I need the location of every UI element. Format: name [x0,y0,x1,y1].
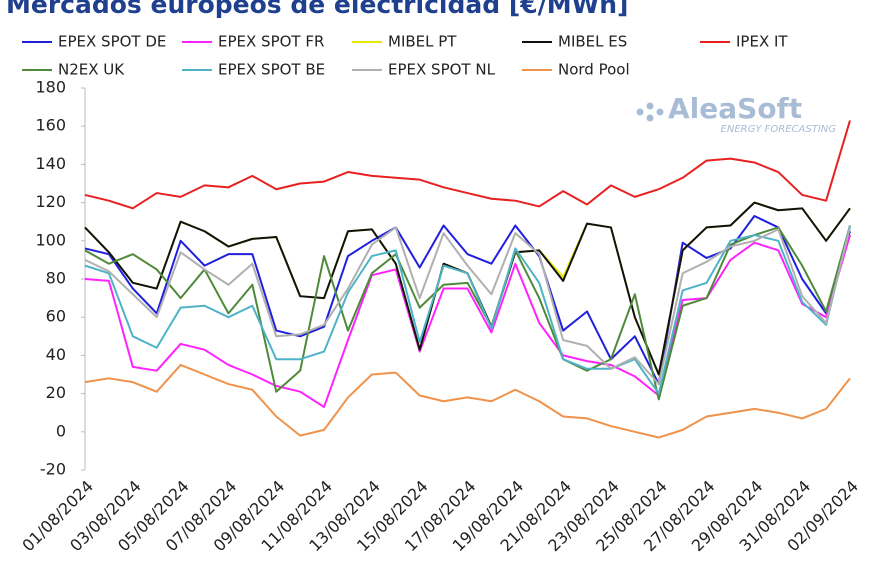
series-line [84,225,851,395]
y-tick-label: 60 [46,307,66,326]
chart-title: Mercados europeos de electricidad [€/MWh… [6,0,628,19]
legend-label: MIBEL PT [388,33,457,51]
y-tick-label: 40 [46,345,66,364]
legend-label: EPEX SPOT FR [218,33,324,51]
legend-label: IPEX IT [736,33,788,51]
y-tick-label: 180 [35,78,66,97]
y-tick-label: 160 [35,116,66,135]
series-line [84,225,851,401]
watermark-logo [636,102,664,122]
y-tick-label: 80 [46,269,66,288]
series-line [84,363,851,439]
legend-label: N2EX UK [58,61,125,79]
y-tick-label: 20 [46,383,66,402]
watermark: AleaSoft [668,92,802,125]
series-line [84,234,851,408]
watermark-subtitle: ENERGY FORECASTING [721,124,837,135]
legend-label: EPEX SPOT NL [388,61,496,79]
series-line [84,120,851,210]
series-line [84,226,851,386]
y-tick-label: 0 [56,421,66,440]
legend-label: EPEX SPOT DE [58,33,166,51]
legend-label: MIBEL ES [558,33,627,51]
y-tick-label: -20 [40,460,66,479]
series-line [84,214,851,386]
y-tick-label: 120 [35,192,66,211]
legend-label: Nord Pool [558,61,630,79]
y-tick-label: 140 [35,154,66,173]
y-tick-label: 100 [35,230,66,249]
legend-label: EPEX SPOT BE [218,61,325,79]
